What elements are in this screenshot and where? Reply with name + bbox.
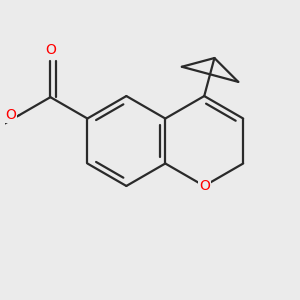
Text: O: O bbox=[5, 108, 16, 122]
Text: O: O bbox=[199, 179, 210, 193]
Text: O: O bbox=[45, 43, 56, 57]
